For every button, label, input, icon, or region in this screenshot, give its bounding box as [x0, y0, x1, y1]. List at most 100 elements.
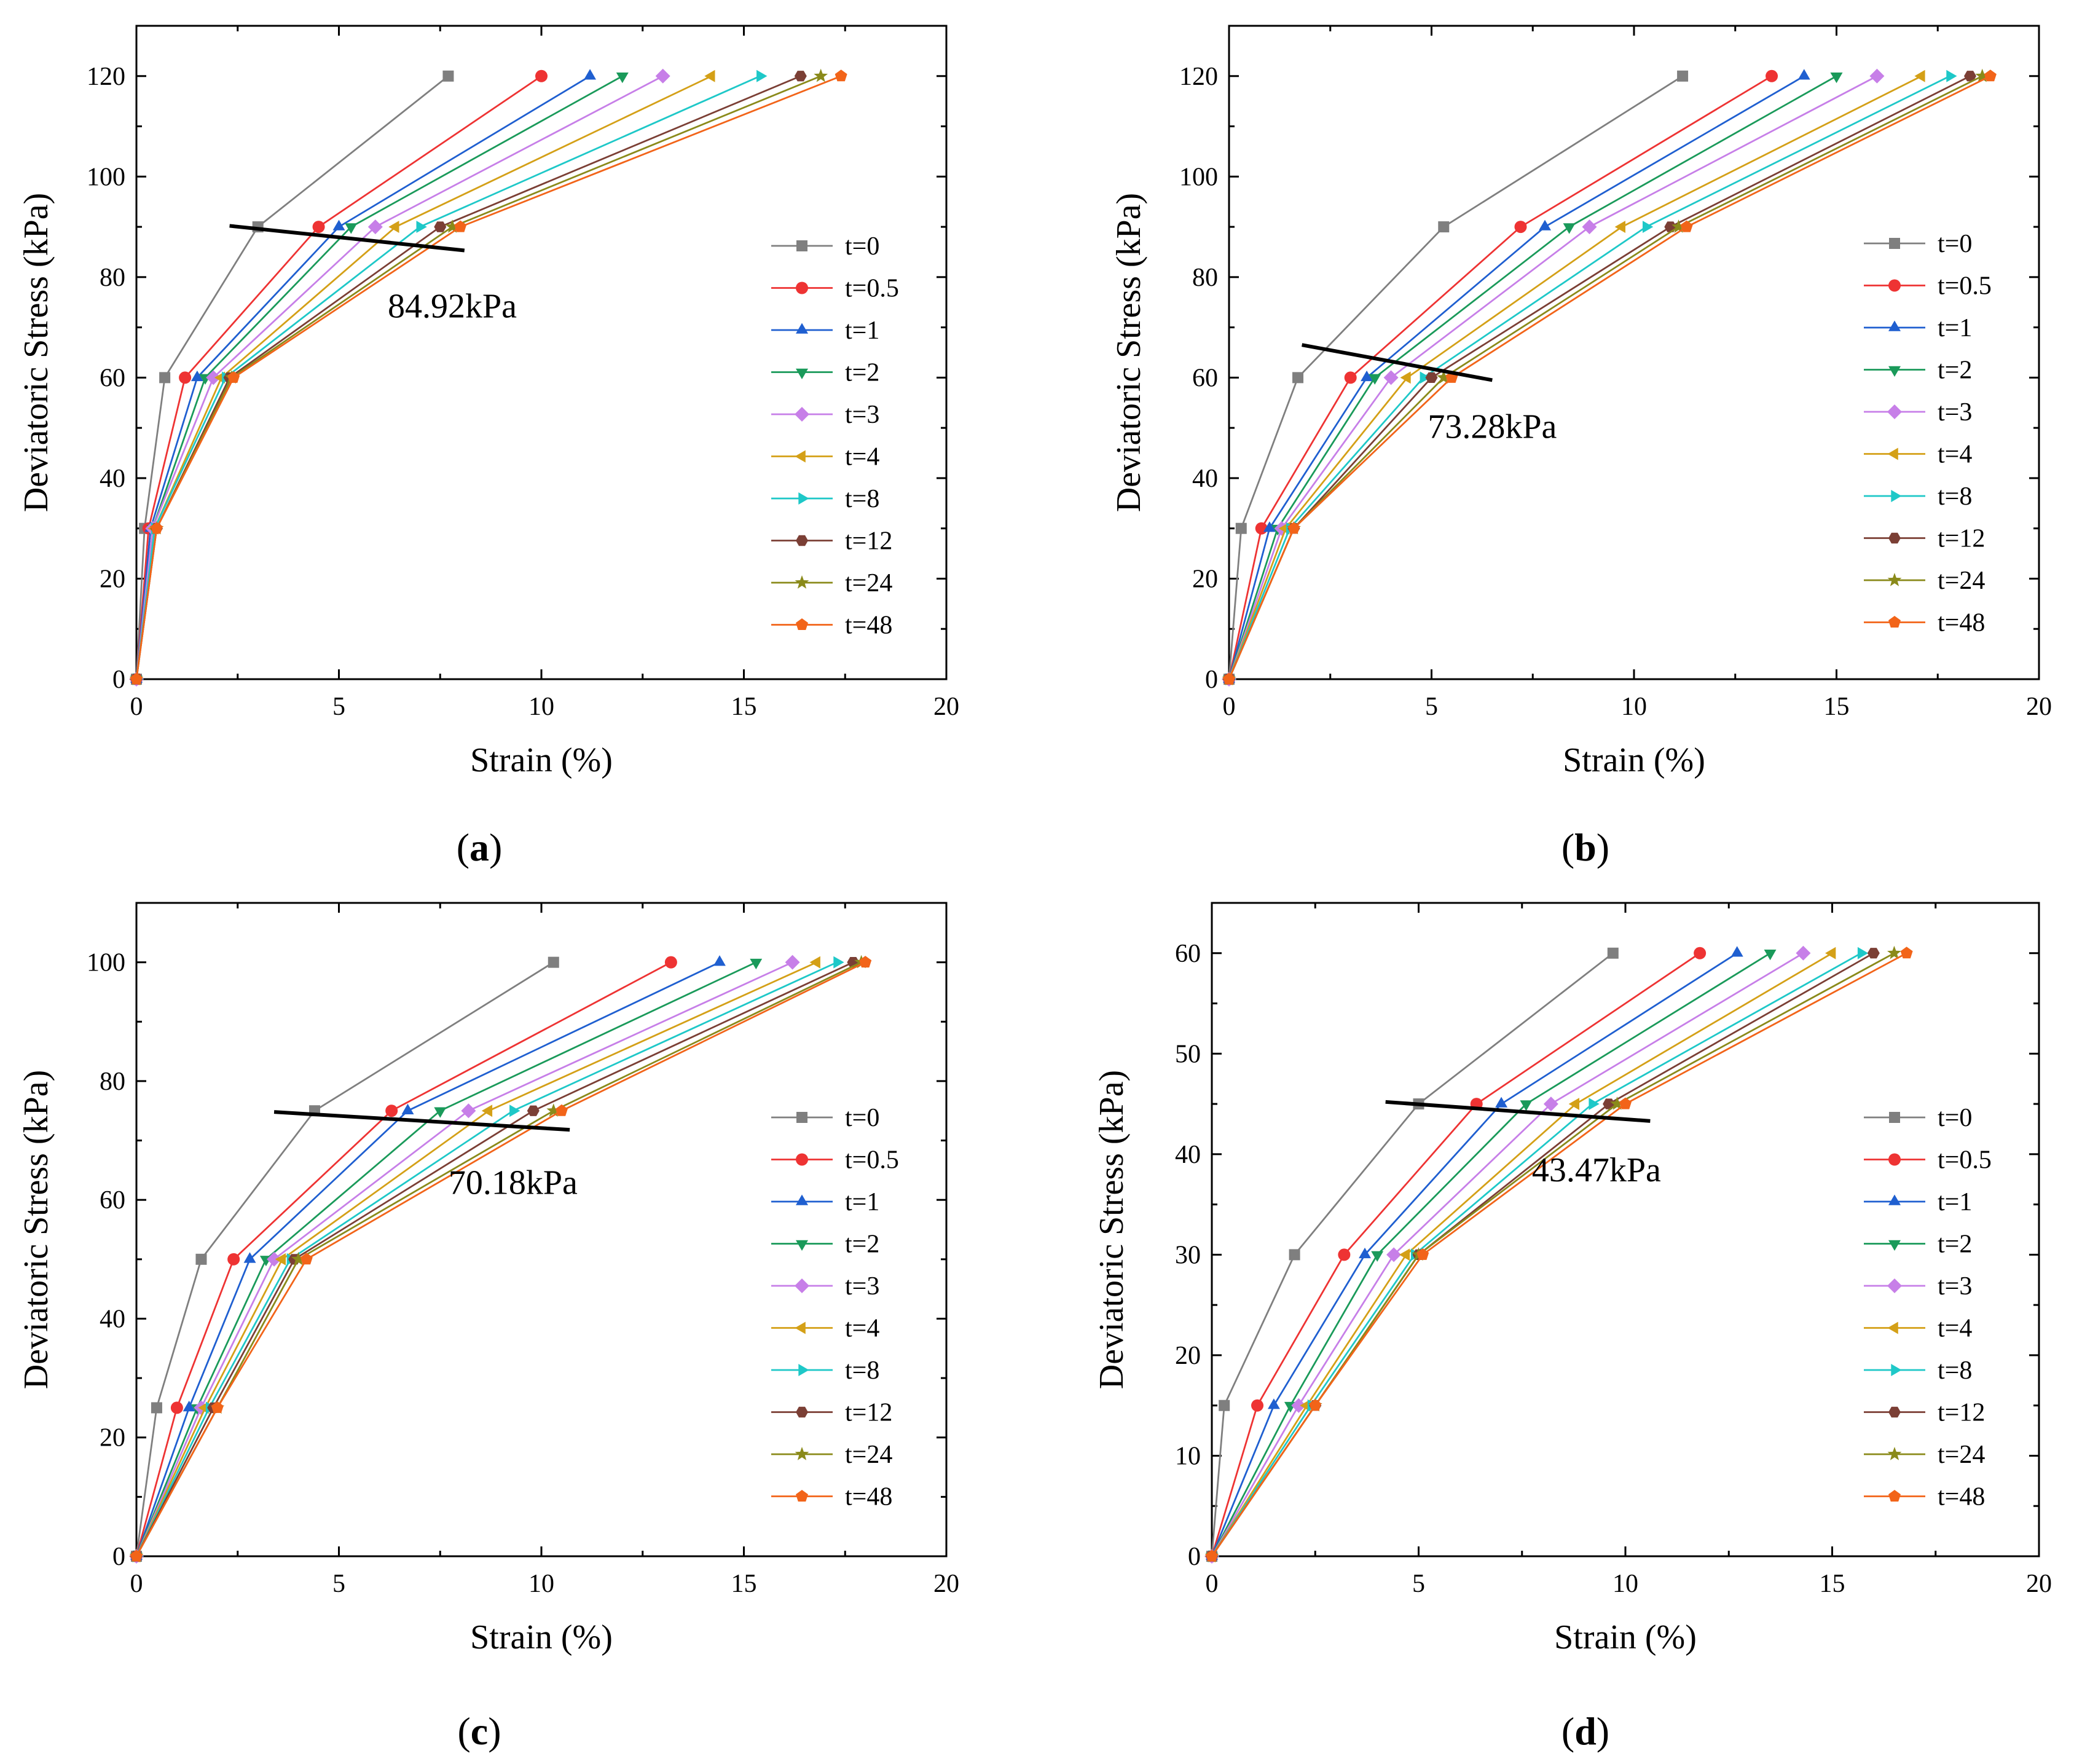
y-tick-label: 60	[1192, 364, 1218, 392]
data-point-t=3	[1869, 68, 1885, 84]
y-tick-label: 0	[1188, 1543, 1201, 1571]
panel-label: (c)	[457, 1709, 501, 1753]
data-point-t=4	[1825, 947, 1836, 959]
data-point-t=48	[835, 69, 847, 82]
y-tick-label: 100	[87, 163, 125, 191]
legend-label: t=8	[1938, 482, 1972, 511]
legend-label: t=24	[1938, 1441, 1985, 1469]
data-point-t=3	[785, 955, 800, 970]
data-point-t=0.5	[664, 956, 677, 969]
legend-label: t=4	[1938, 441, 1972, 469]
chart-panel-c: 0 5 10 15 20 0 20 40 60 80 100 Strain (%) Deviatoric…	[17, 902, 959, 1753]
series-line-t=12	[1228, 75, 1971, 680]
legend: t=0 t=0.5 t=1 t=2 t=3 t=4 t=8 t=12 t=24 t=48	[771, 232, 899, 640]
legend-marker-t=0.5	[796, 1153, 808, 1166]
data-point-t=3	[1796, 945, 1811, 961]
series-line-t=48	[1228, 75, 1991, 680]
legend-label: t=0.5	[845, 1146, 899, 1175]
y-tick-label: 0	[112, 666, 125, 694]
series-line-t=24	[1228, 75, 1983, 680]
chart-panel-b: 0 5 10 15 20 0 20 40 60 80 100 120 Strain (%) Deviato…	[1110, 25, 2052, 869]
legend-label: t=24	[1938, 567, 1985, 595]
data-point-t=0.5	[227, 1253, 240, 1266]
data-point-t=4	[1614, 221, 1625, 233]
data-point-t=1	[1263, 521, 1276, 532]
legend-label: t=1	[845, 317, 879, 345]
data-point-t=0	[1677, 70, 1689, 82]
data-point-t=0	[1219, 1400, 1230, 1411]
data-point-t=0	[159, 372, 171, 384]
y-tick-label: 80	[100, 1068, 125, 1096]
data-point-t=4	[1914, 69, 1925, 82]
y-tick-label: 80	[100, 264, 125, 292]
data-point-t=2	[434, 1107, 447, 1118]
y-tick-label: 40	[100, 465, 125, 493]
legend-label: t=12	[845, 527, 892, 556]
legend-marker-t=12	[796, 1406, 808, 1418]
data-point-t=1	[243, 1252, 256, 1263]
data-point-t=48	[1680, 220, 1693, 232]
legend-label: t=4	[845, 1315, 879, 1343]
legend: t=0 t=0.5 t=1 t=2 t=3 t=4 t=8 t=12 t=24 t=48	[771, 1104, 899, 1511]
data-point-t=0	[195, 1253, 207, 1265]
series-line-t=0.5	[1228, 75, 1772, 680]
x-tick-label: 15	[731, 693, 757, 721]
legend-label: t=48	[845, 1483, 892, 1511]
legend-label: t=24	[845, 569, 892, 597]
x-tick-label: 20	[2026, 693, 2052, 721]
x-tick-label: 10	[528, 693, 554, 721]
x-tick-label: 0	[1206, 1570, 1219, 1598]
legend-label: t=12	[1938, 525, 1985, 553]
data-point-t=24	[546, 1103, 561, 1117]
data-point-t=1	[183, 1400, 195, 1412]
data-point-t=0.5	[1514, 221, 1527, 234]
x-tick-label: 0	[130, 1570, 143, 1598]
data-point-t=12	[527, 1105, 540, 1116]
series-line-t=4	[1228, 75, 1922, 680]
data-point-t=1	[1495, 1097, 1508, 1108]
data-point-t=48	[151, 522, 163, 534]
y-tick-label: 0	[1205, 666, 1218, 694]
data-point-t=4	[1400, 371, 1411, 384]
data-point-t=0.5	[179, 371, 192, 384]
legend-marker-t=8	[1891, 490, 1902, 502]
legend-marker-t=4	[795, 450, 806, 463]
data-point-t=24	[445, 219, 460, 233]
y-tick-label: 20	[100, 1424, 125, 1452]
legend-marker-t=8	[1891, 1364, 1902, 1376]
legend-label: t=4	[845, 443, 879, 471]
legend-marker-t=1	[796, 323, 808, 334]
legend-marker-t=1	[1888, 1194, 1901, 1205]
legend-label: t=0	[1938, 1104, 1972, 1132]
data-point-t=3	[1582, 219, 1597, 235]
legend-label: t=3	[1938, 398, 1972, 427]
data-point-t=1	[332, 219, 345, 230]
legend-marker-t=0.5	[796, 282, 808, 294]
y-axis-label: Deviatoric Stress (kPa)	[1093, 1070, 1131, 1389]
data-point-t=2	[1520, 1100, 1533, 1111]
y-tick-label: 20	[1192, 565, 1218, 593]
data-point-t=12	[1867, 948, 1880, 959]
legend-marker-t=48	[796, 1490, 808, 1502]
x-tick-label: 20	[933, 1570, 959, 1598]
legend-label: t=3	[1938, 1272, 1972, 1301]
legend-marker-t=4	[795, 1321, 806, 1334]
data-point-t=24	[1436, 370, 1451, 384]
data-point-t=48	[211, 1401, 224, 1413]
x-tick-label: 15	[1824, 693, 1850, 721]
x-tick-label: 15	[1820, 1570, 1845, 1598]
data-point-t=3	[655, 68, 670, 84]
legend-label: t=0	[1938, 230, 1972, 258]
data-point-t=8	[1643, 221, 1654, 233]
x-tick-label: 10	[1612, 1570, 1638, 1598]
legend-marker-t=24	[795, 1447, 809, 1460]
data-point-t=4	[275, 1253, 286, 1266]
x-tick-label: 5	[332, 693, 345, 721]
series-line-t=12	[1211, 952, 1874, 1557]
data-point-t=0	[1235, 522, 1247, 534]
legend-label: t=24	[845, 1441, 892, 1469]
data-point-t=3	[267, 1251, 282, 1267]
reference-line	[273, 1110, 570, 1132]
x-tick-label: 10	[1621, 693, 1647, 721]
